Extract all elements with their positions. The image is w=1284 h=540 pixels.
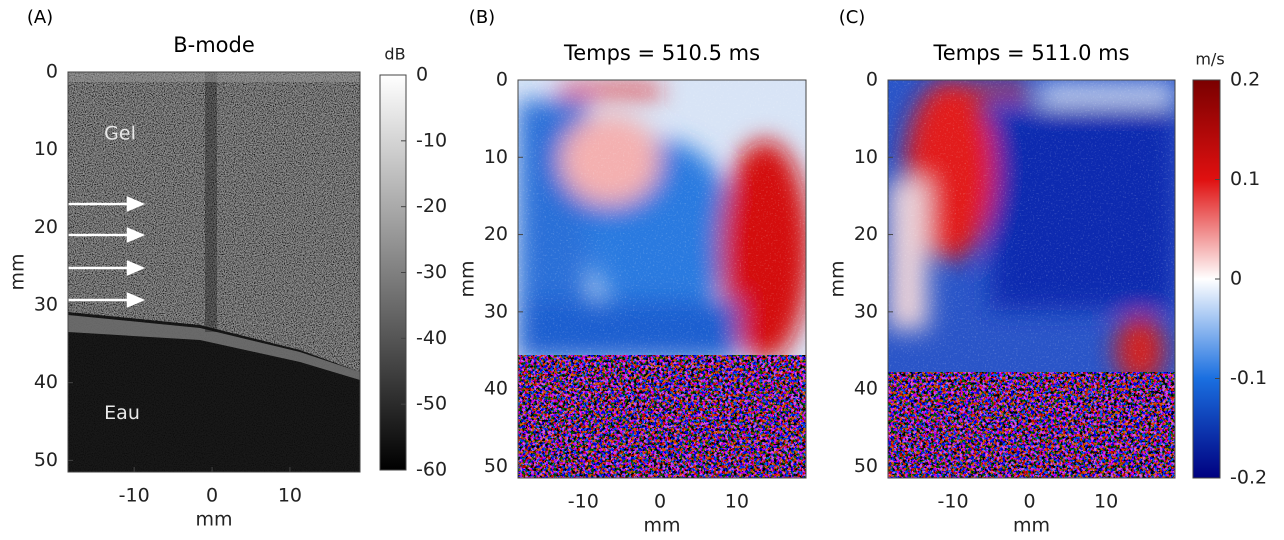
bmode-image [68,72,360,472]
y-axis-label: mm [457,260,479,297]
panel-label: (C) [839,7,866,28]
y-tick-label: 30 [34,294,58,316]
x-axis-label: mm [1013,515,1050,537]
colorbar-tick-label: -60 [416,459,447,481]
panel-title: B-mode [173,33,255,57]
colorbar-tick-label: -20 [416,195,447,217]
colorbar-tick-label: 0.1 [1230,168,1260,190]
y-tick-label: 40 [484,378,508,400]
y-tick-label: 40 [34,371,58,393]
colorbar-tick-label: -50 [416,393,447,415]
y-axis-label: mm [7,253,29,290]
velocity-image [888,80,1175,478]
panel-title: Temps = 511.0 ms [932,41,1129,65]
y-tick-label: 40 [854,378,878,400]
x-tick-label: 10 [1094,491,1118,513]
annotation: Eau [104,402,140,424]
colorbar-tick-label: -0.2 [1230,467,1267,489]
x-tick-label: -10 [119,485,150,507]
axes-frame [67,71,361,473]
y-tick-label: 30 [854,300,878,322]
panel-label: (A) [27,7,53,28]
colorbar-tick-label: -0.1 [1230,367,1267,389]
y-tick-label: 50 [34,449,58,471]
x-tick-label: 10 [278,485,302,507]
y-tick-label: 10 [854,146,878,168]
axes-frame [517,79,807,479]
colorbar-label: m/s [1195,50,1224,69]
x-tick-label: 0 [654,491,666,513]
y-tick-label: 0 [46,61,58,83]
x-tick-label: -10 [938,491,969,513]
x-tick-label: -10 [568,491,599,513]
x-axis-label: mm [195,509,232,531]
y-tick-label: 0 [866,69,878,91]
y-tick-label: 50 [854,455,878,477]
colorbar-tick-label: -40 [416,327,447,349]
x-tick-label: 0 [1024,491,1036,513]
y-tick-label: 30 [484,300,508,322]
velocity-image [518,80,806,478]
colorbar-tick-label: -10 [416,129,447,151]
colorbar-tick-label: 0 [1230,268,1242,290]
colorbar-tick-label: 0.2 [1230,69,1260,91]
x-axis-label: mm [643,515,680,537]
y-axis-label: mm [827,260,849,297]
x-tick-label: 10 [725,491,749,513]
y-tick-label: 20 [34,216,58,238]
y-tick-label: 20 [484,223,508,245]
panel-label: (B) [469,7,495,28]
axes-frame [887,79,1176,479]
annotation: Gel [104,123,136,145]
y-tick-label: 0 [496,69,508,91]
y-tick-label: 20 [854,223,878,245]
y-tick-label: 10 [484,146,508,168]
x-tick-label: 0 [206,485,218,507]
colorbar-label: dB [384,45,405,64]
colorbar-tick-label: 0 [416,64,428,86]
colorbar-tick-label: -30 [416,261,447,283]
panel-title: Temps = 510.5 ms [563,41,760,65]
arrows [68,196,146,308]
y-tick-label: 50 [484,455,508,477]
y-tick-label: 10 [34,138,58,160]
